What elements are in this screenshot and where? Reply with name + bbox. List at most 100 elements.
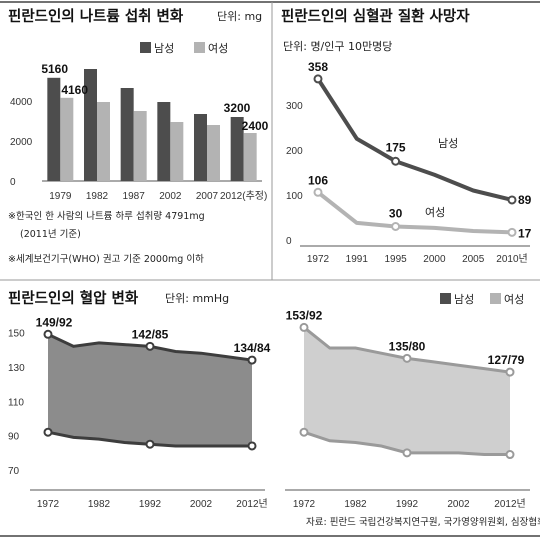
sodium-y-tick: 2000	[10, 137, 33, 148]
legend-male-label: 남성	[154, 42, 174, 55]
sodium-bar-male	[120, 88, 134, 181]
sodium-bar-male	[84, 69, 97, 181]
bp-diastolic-point-female	[402, 448, 412, 458]
source-note: 자료: 핀란드 국립건강복지연구원, 국가영양위원회, 심장협회	[306, 516, 540, 528]
bp-label-female: 153/92	[286, 308, 323, 322]
sodium-note-2: (2011년 기준)	[20, 229, 81, 240]
sodium-label-1979-male: 5160	[41, 62, 68, 76]
sodium-note-3: ※세계보건기구(WHO) 권고 기준 2000mg 이하	[8, 253, 204, 265]
sodium-label-1979-female: 4160	[61, 83, 88, 97]
cardio-x-tick: 1991	[346, 254, 369, 265]
bp-systolic-point-female	[505, 367, 515, 377]
sodium-y-tick: 0	[10, 177, 16, 188]
sodium-x-tick: 2002	[159, 191, 182, 202]
bp-diastolic-point-male	[145, 439, 155, 449]
bp-x-tick-female: 2012년	[494, 498, 525, 510]
bp-x-tick-male: 2012년	[236, 498, 267, 510]
sodium-x-tick: 2012(추정)	[220, 190, 267, 202]
cardio-y-tick: 200	[286, 146, 303, 157]
bp-label-male: 149/92	[36, 315, 73, 329]
cardio-x-tick: 2005	[462, 254, 485, 265]
sodium-bar-male	[157, 102, 171, 181]
legend-male-swatch	[140, 42, 151, 53]
cardio-label-male-1995: 175	[386, 140, 406, 154]
bp-y-tick: 150	[8, 329, 25, 340]
sodium-bar-female	[207, 125, 220, 181]
cardio-label-female-1972: 106	[308, 173, 328, 187]
cardio-point-female	[313, 187, 323, 197]
sodium-bar-male	[194, 114, 207, 181]
cardio-y-tick: 100	[286, 191, 303, 202]
sodium-x-tick: 1982	[86, 191, 109, 202]
cardio-x-tick: 1995	[384, 254, 407, 265]
bp-systolic-point-male	[43, 329, 53, 339]
bp-x-tick-female: 1992	[396, 499, 419, 510]
bp-x-tick-female: 1982	[344, 499, 367, 510]
cardio-panel: 핀란드인의 심혈관 질환 사망자 단위: 명/인구 10만명당 0 100 200 3…	[281, 7, 532, 265]
cardio-label-female-2010: 17	[518, 226, 532, 240]
bp-legend-male-label: 남성	[454, 293, 474, 306]
sodium-x-tick: 2007	[196, 191, 219, 202]
sodium-label-2012-male: 3200	[224, 101, 251, 115]
cardio-y-tick: 300	[286, 101, 303, 112]
sodium-label-2012-female: 2400	[242, 119, 269, 133]
bp-systolic-point-male	[247, 355, 257, 365]
cardio-point-male	[313, 74, 323, 84]
bp-unit: 단위: mmHg	[165, 292, 229, 305]
bp-x-tick-male: 1982	[88, 499, 111, 510]
cardio-female-tag: 여성	[425, 206, 445, 219]
cardio-point-male	[391, 156, 401, 166]
bp-label-female: 127/79	[488, 353, 525, 367]
sodium-unit: 단위: mg	[217, 10, 262, 23]
sodium-x-tick: 1979	[49, 191, 72, 202]
bp-systolic-point-female	[402, 353, 412, 363]
bp-x-tick-female: 2002	[447, 499, 470, 510]
sodium-y-tick: 4000	[10, 97, 33, 108]
bp-label-male: 134/84	[234, 341, 271, 355]
cardio-unit: 단위: 명/인구 10만명당	[283, 40, 392, 53]
bp-label-female: 135/80	[389, 339, 426, 353]
cardio-line-male	[316, 77, 513, 202]
bp-area-male	[48, 334, 252, 446]
cardio-line-female	[316, 190, 513, 235]
bp-y-tick: 70	[8, 466, 20, 477]
bp-legend-female-swatch	[490, 293, 501, 304]
bp-area-female	[304, 327, 510, 455]
sodium-title: 핀란드인의 나트륨 섭취 변화	[8, 7, 184, 25]
sodium-bar-female	[243, 133, 257, 181]
sodium-bar-female	[60, 97, 74, 181]
bp-x-tick-male: 1972	[37, 499, 60, 510]
bp-x-tick-male: 2002	[190, 499, 213, 510]
bp-diastolic-point-male	[247, 441, 257, 451]
cardio-male-tag: 남성	[438, 137, 458, 150]
cardio-label-male-2010: 89	[518, 193, 532, 207]
bp-y-tick: 110	[8, 397, 24, 408]
bp-y-tick: 90	[8, 432, 20, 443]
cardio-point-female	[391, 222, 401, 231]
bp-title: 핀란드인의 혈압 변화	[8, 289, 139, 307]
cardio-y-tick: 0	[286, 236, 292, 247]
cardio-label-female-1995: 30	[389, 207, 403, 221]
legend-female-swatch	[194, 42, 205, 53]
bp-legend-male-swatch	[440, 293, 451, 304]
cardio-x-tick: 2010년	[496, 253, 527, 265]
sodium-bar-female	[133, 111, 147, 181]
cardio-label-male-1972: 358	[308, 60, 328, 74]
cardio-x-tick: 1972	[307, 254, 330, 265]
bp-section: 핀란드인의 혈압 변화 단위: mmHg 남성 여성 70 90 110 130 150…	[8, 289, 540, 528]
bp-y-tick: 130	[8, 363, 25, 374]
cardio-point-male	[507, 195, 517, 205]
sodium-bar-female	[97, 102, 110, 181]
bp-diastolic-point-female	[299, 427, 309, 437]
sodium-x-tick: 1987	[123, 191, 146, 202]
bp-legend-female-label: 여성	[504, 293, 524, 306]
sodium-note-1: ※한국인 한 사람의 나트륨 하루 섭취량 4791mg	[8, 210, 205, 222]
cardio-title: 핀란드인의 심혈관 질환 사망자	[281, 7, 470, 25]
sodium-bar-male	[230, 117, 244, 181]
bp-label-male: 142/85	[132, 327, 169, 341]
sodium-panel: 핀란드인의 나트륨 섭취 변화 단위: mg 남성 여성 0 2000 4000 19…	[8, 7, 269, 265]
bp-systolic-point-male	[145, 341, 155, 351]
bp-x-tick-male: 1992	[139, 499, 162, 510]
